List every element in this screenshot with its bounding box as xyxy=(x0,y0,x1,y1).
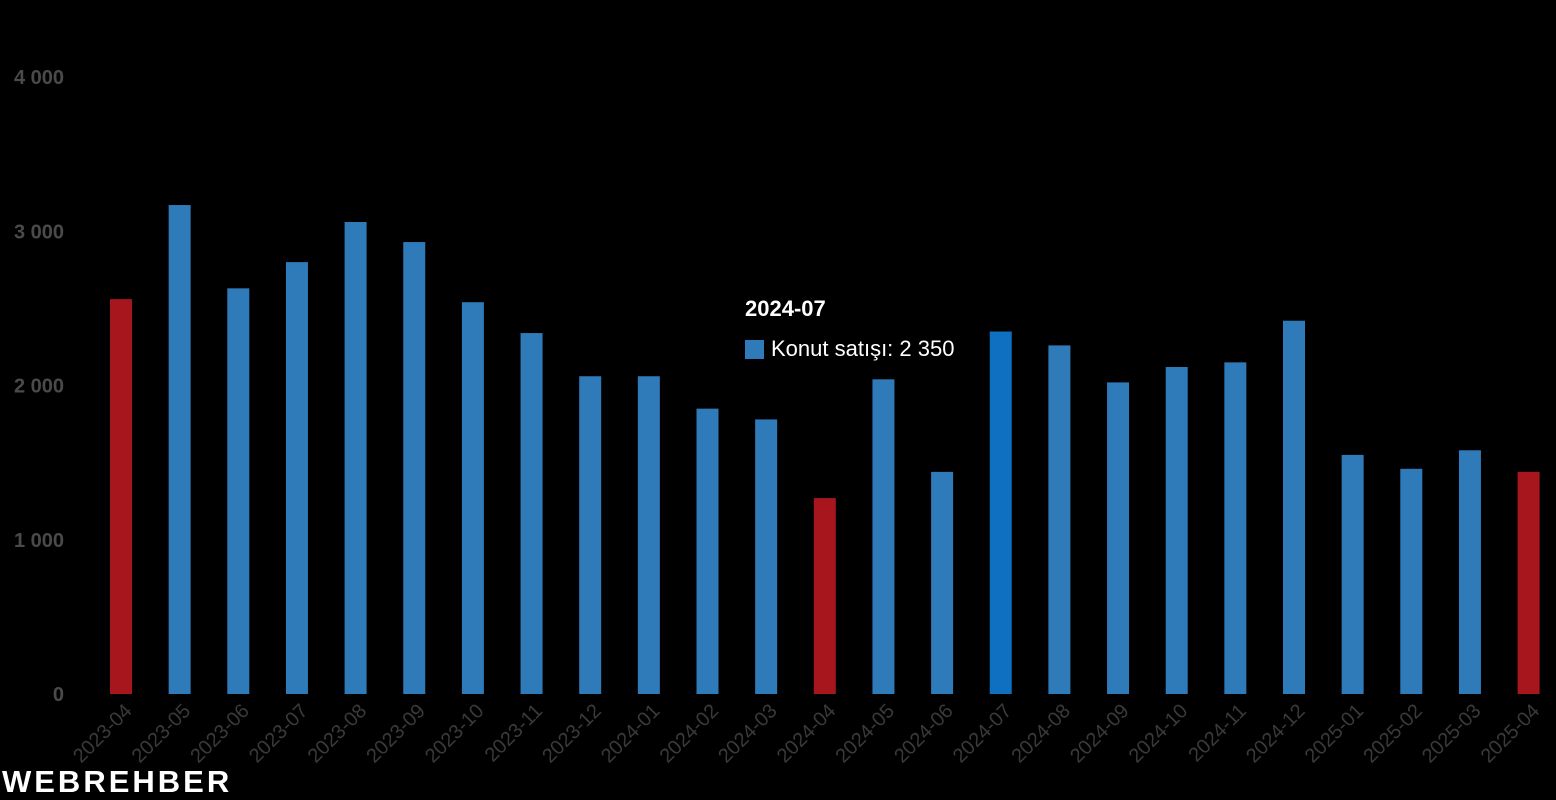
x-tick-label: 2023-10 xyxy=(421,700,488,767)
bar[interactable] xyxy=(1107,382,1130,694)
x-tick-label: 2025-04 xyxy=(1477,700,1544,767)
x-tick-label: 2024-09 xyxy=(1066,700,1133,767)
x-tick-label: 2024-11 xyxy=(1184,700,1250,766)
y-tick-label: 2 000 xyxy=(14,376,64,398)
x-tick-label: 2025-03 xyxy=(1418,700,1485,767)
bar[interactable] xyxy=(1517,471,1540,694)
bar[interactable] xyxy=(1458,450,1481,694)
x-tick-label: 2024-12 xyxy=(1242,700,1309,767)
x-tick-label: 2024-02 xyxy=(656,700,723,767)
bar[interactable] xyxy=(285,262,308,694)
x-tick-label: 2024-01 xyxy=(597,700,664,767)
bar[interactable] xyxy=(110,299,132,694)
x-tick-label: 2024-10 xyxy=(1125,700,1192,767)
x-tick-label: 2024-06 xyxy=(890,700,957,767)
bar[interactable] xyxy=(872,379,895,694)
bar[interactable] xyxy=(1400,468,1423,694)
bar[interactable] xyxy=(637,376,660,694)
bar[interactable] xyxy=(227,288,250,694)
bar[interactable] xyxy=(1283,320,1305,694)
tooltip-series-label: Konut satışı: 2 350 xyxy=(771,336,955,361)
chart-tooltip: 2024-07 Konut satışı: 2 350 xyxy=(745,296,954,362)
x-tick-label: 2023-05 xyxy=(128,700,195,767)
x-tick-label: 2023-12 xyxy=(538,700,605,767)
tooltip-swatch xyxy=(745,339,764,359)
x-tick-label: 2024-03 xyxy=(714,700,781,767)
bar[interactable] xyxy=(344,221,367,694)
bar[interactable] xyxy=(168,205,191,694)
bar[interactable] xyxy=(755,419,778,694)
bar[interactable] xyxy=(403,242,426,695)
tooltip-title: 2024-07 xyxy=(745,296,826,321)
bar[interactable] xyxy=(520,333,543,694)
bar[interactable] xyxy=(813,498,836,694)
x-tick-label: 2023-08 xyxy=(304,700,371,767)
bar[interactable] xyxy=(696,408,719,694)
x-tick-label: 2023-09 xyxy=(362,700,429,767)
x-tick-label: 2023-11 xyxy=(481,700,547,766)
webrehber-logo: WEBREHBER xyxy=(2,764,233,799)
bar[interactable] xyxy=(1341,454,1364,694)
x-tick-label: 2024-07 xyxy=(949,700,1016,767)
x-tick-label: 2023-04 xyxy=(69,700,136,767)
x-tick-label: 2025-02 xyxy=(1359,700,1426,767)
x-tick-label: 2024-05 xyxy=(832,700,899,767)
y-tick-label: 3 000 xyxy=(14,221,64,243)
bar[interactable] xyxy=(989,331,1012,694)
bar[interactable] xyxy=(461,302,484,694)
x-tick-label: 2025-01 xyxy=(1301,700,1368,767)
y-tick-label: 0 xyxy=(53,684,64,706)
x-tick-label: 2023-06 xyxy=(186,700,253,767)
y-tick-label: 4 000 xyxy=(14,67,64,89)
bar[interactable] xyxy=(579,376,602,694)
bar[interactable] xyxy=(1165,366,1188,694)
y-tick-label: 1 000 xyxy=(14,530,64,552)
x-tick-label: 2024-08 xyxy=(1007,700,1074,767)
bar[interactable] xyxy=(1048,345,1071,694)
tooltip-row: Konut satışı: 2 350 xyxy=(745,336,954,362)
bar[interactable] xyxy=(1224,362,1247,694)
bar[interactable] xyxy=(931,471,954,694)
x-tick-label: 2024-04 xyxy=(773,700,840,767)
x-tick-label: 2023-07 xyxy=(245,700,312,767)
